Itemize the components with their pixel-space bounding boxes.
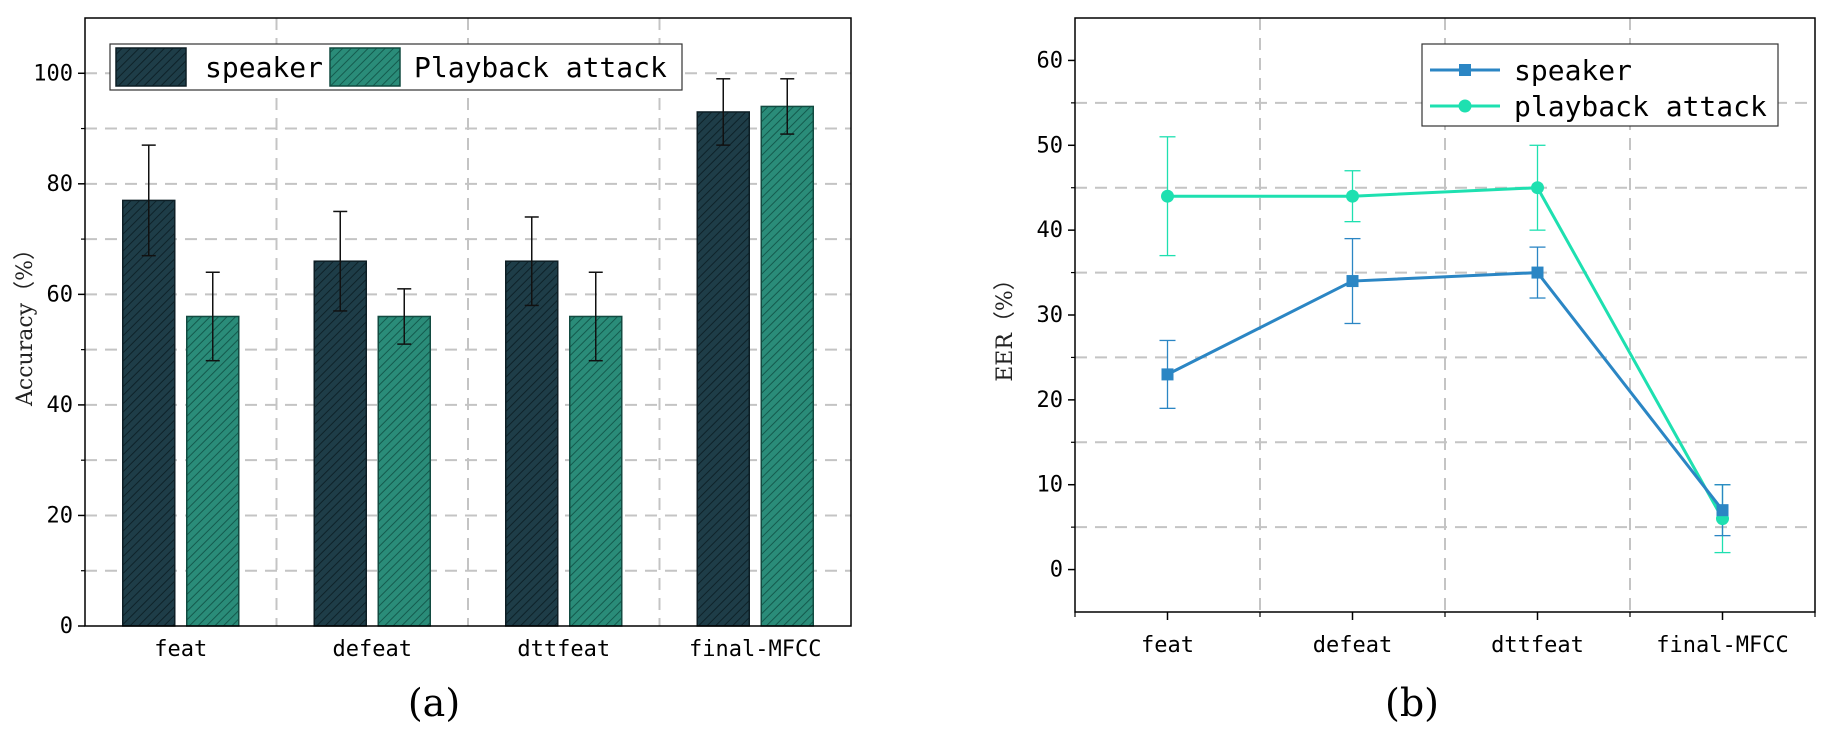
- point-speaker-final-mfcc: [1716, 504, 1729, 517]
- point-speaker-feat: [1161, 368, 1174, 381]
- series-line-playback-attack: [1167, 186, 1724, 520]
- legend-label-playback-attack: Playback attack: [414, 51, 667, 84]
- y-tick-label: 80: [47, 172, 74, 197]
- eer-x-ticks: feat defeat dttfeat final-MFCC: [1074, 612, 1816, 658]
- x-tick-label-defeat: defeat: [1313, 633, 1392, 658]
- point-playback-attack-feat: [1161, 189, 1174, 203]
- accuracy-y-ticks: 0 20 40 60 80 100: [33, 61, 85, 639]
- legend-swatch-speaker: [115, 47, 187, 87]
- eer-y-ticks: 0 10 20 30 40 50 60: [1037, 48, 1075, 583]
- y-tick-label: 20: [1037, 388, 1064, 413]
- y-tick-label: 20: [47, 503, 74, 528]
- bar-playback-attack-feat: [186, 315, 240, 627]
- point-playback-attack-dttfeat: [1531, 181, 1544, 195]
- point-speaker-defeat: [1346, 275, 1359, 288]
- eer-line-chart: 0 10 20 30 40 50 60 feat defeat dttfeat final-MFC…: [993, 17, 1816, 725]
- point-speaker-dttfeat: [1531, 266, 1544, 279]
- accuracy-y-axis-title: Accuracy（%）: [13, 238, 38, 407]
- x-tick-label-final-mfcc: final-MFCC: [689, 637, 821, 662]
- eer-markers: [1161, 181, 1729, 526]
- legend-swatch-playback-attack: [329, 47, 401, 87]
- series-line-speaker: [1166, 271, 1724, 512]
- accuracy-bar-chart: 0 20 40 60 80 100 feat defeat dttfeat final-MFCC…: [13, 17, 852, 725]
- x-tick-label-dttfeat: dttfeat: [1491, 633, 1584, 658]
- y-tick-label: 100: [33, 61, 73, 86]
- accuracy-bars: [122, 105, 814, 627]
- accuracy-x-ticks: feat defeat dttfeat final-MFCC: [154, 637, 821, 662]
- y-tick-label: 60: [1037, 48, 1064, 73]
- legend-marker-playback-attack: [1458, 99, 1472, 113]
- legend-label-playback-attack-eer: playback attack: [1514, 90, 1767, 123]
- bar-playback-attack-final-mfcc: [760, 105, 814, 627]
- x-tick-label-feat: feat: [1141, 633, 1194, 658]
- y-tick-label: 40: [47, 393, 74, 418]
- y-tick-label: 50: [1037, 133, 1064, 158]
- x-tick-label-dttfeat: dttfeat: [517, 637, 610, 662]
- bar-speaker-dttfeat: [505, 260, 559, 627]
- legend-label-speaker: speaker: [205, 51, 323, 84]
- eer-legend: speaker playback attack: [1421, 43, 1779, 127]
- accuracy-plot-frame: [84, 17, 852, 627]
- y-tick-label: 0: [60, 614, 73, 639]
- y-tick-label: 10: [1037, 473, 1064, 498]
- bar-playback-attack-defeat: [377, 315, 431, 627]
- x-tick-label-defeat: defeat: [333, 637, 412, 662]
- y-tick-label: 0: [1050, 558, 1063, 583]
- accuracy-error-bars: [141, 78, 795, 362]
- legend-marker-speaker: [1459, 64, 1471, 76]
- y-tick-label: 60: [47, 282, 74, 307]
- y-tick-label: 40: [1037, 218, 1064, 243]
- bar-playback-attack-dttfeat: [569, 315, 623, 627]
- x-tick-label-final-mfcc: final-MFCC: [1656, 633, 1788, 658]
- bar-speaker-final-mfcc: [696, 111, 750, 627]
- bar-speaker-defeat: [313, 260, 367, 627]
- point-playback-attack-defeat: [1346, 189, 1359, 203]
- legend-label-speaker-eer: speaker: [1514, 54, 1632, 87]
- x-tick-label-feat: feat: [154, 637, 207, 662]
- panel-label-b: (b): [1385, 681, 1439, 725]
- bar-speaker-feat: [122, 199, 176, 627]
- eer-y-axis-title: EER（%）: [993, 268, 1018, 382]
- eer-legend-box: [1421, 43, 1779, 127]
- y-tick-label: 30: [1037, 303, 1064, 328]
- eer-lines: [1166, 186, 1724, 520]
- accuracy-legend: speaker Playback attack: [109, 43, 683, 91]
- panel-label-a: (a): [408, 681, 460, 725]
